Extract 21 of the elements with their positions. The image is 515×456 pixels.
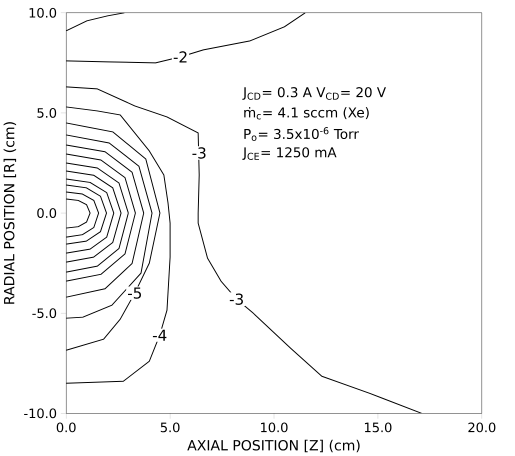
x-tick-label: 20.0 <box>468 422 496 432</box>
x-tick-label: 5.0 <box>160 422 180 432</box>
annotation: -3 <box>192 147 206 159</box>
annotation: ṁ$_{c}$= 4.1 sccm (Xe) <box>244 107 369 120</box>
x-axis-title: AXIAL POSITION [Z] (cm) <box>187 440 360 452</box>
annotation: -3 <box>230 294 243 305</box>
annotation: -2 <box>174 51 187 63</box>
annotation: P$_{o}$= 3.5x10$^{-6}$ Torr <box>244 127 359 142</box>
x-tick-label: 0.0 <box>56 422 76 432</box>
annotation: J$_{CD}$= 0.3 A V$_{CD}$= 20 V <box>242 87 386 100</box>
x-tick-label: 10.0 <box>261 422 288 432</box>
y-tick-label: -5.0 <box>32 308 56 318</box>
annotation: -4 <box>152 330 166 341</box>
y-tick-label: 10.0 <box>30 8 56 18</box>
y-axis-title: RADIAL POSITION [R] (cm) <box>4 122 16 304</box>
y-tick-label: 0.0 <box>37 208 56 218</box>
annotation: J$_{CE}$= 1250 mA <box>242 147 337 160</box>
x-tick-label: 15.0 <box>364 422 392 432</box>
annotation: -5 <box>128 288 141 299</box>
y-tick-label: 5.0 <box>37 108 56 118</box>
y-tick-label: -10.0 <box>24 408 56 418</box>
